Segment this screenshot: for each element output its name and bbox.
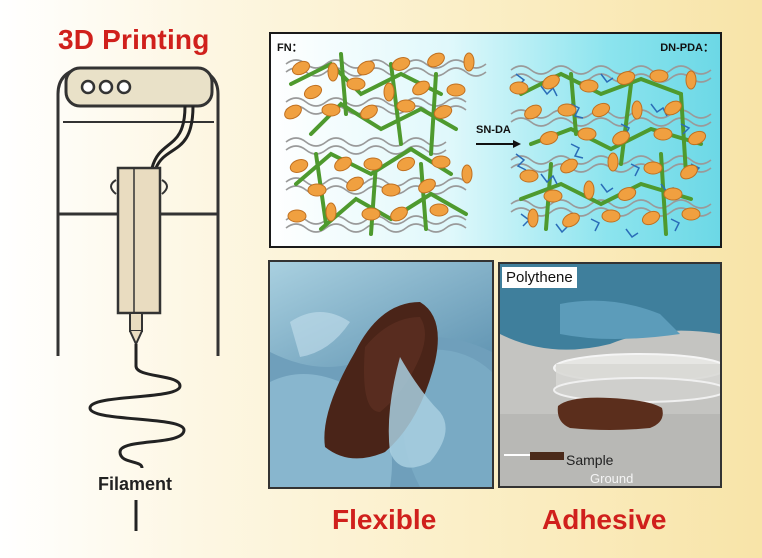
fn-label: FN： [277, 42, 303, 54]
filament-label: Filament [98, 474, 173, 494]
adhesive-caption: Adhesive [542, 504, 667, 535]
flexible-photo-illustration [270, 262, 492, 487]
flexible-photo [268, 260, 494, 489]
dn-pda-label: DN-PDA： [660, 42, 714, 54]
sn-da-arrow-label: SN-DA [476, 124, 511, 136]
sample-label: Sample [566, 452, 614, 468]
network-schematic-panel: FN： DN-PDA： SN-DA [269, 32, 722, 248]
polythene-label: Polythene [502, 267, 577, 288]
network-illustration [284, 52, 712, 239]
3d-printer-diagram [56, 66, 220, 531]
flexible-caption: Flexible [332, 504, 437, 535]
page-title: 3D Printing [58, 24, 210, 55]
ground-label: Ground [590, 471, 634, 486]
adhesive-photo: Polythene Sample Ground [498, 262, 722, 488]
